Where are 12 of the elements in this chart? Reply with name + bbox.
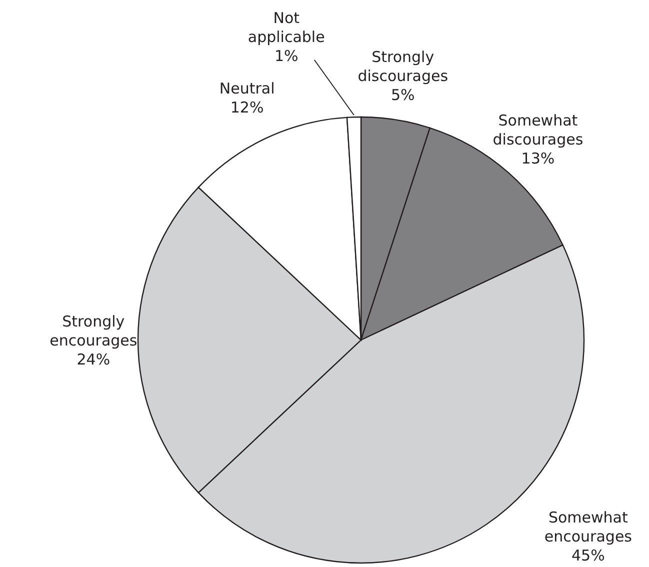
data-label: 13% (521, 150, 555, 168)
data-label: 12% (230, 98, 264, 117)
data-label: 45% (572, 546, 605, 564)
data-label: 5% (390, 86, 415, 104)
slice-label: Not applicable (248, 9, 325, 46)
data-label: 1% (274, 47, 298, 66)
slice-label: Strongly encourages (50, 312, 138, 350)
slice-label: Strongly discourages (358, 48, 448, 85)
slice-label: Neutral (219, 80, 275, 98)
data-label: 24% (76, 350, 110, 368)
slice-label: Somewhat discourages (492, 112, 584, 149)
slice-label: Somewhat encourages (544, 508, 632, 546)
